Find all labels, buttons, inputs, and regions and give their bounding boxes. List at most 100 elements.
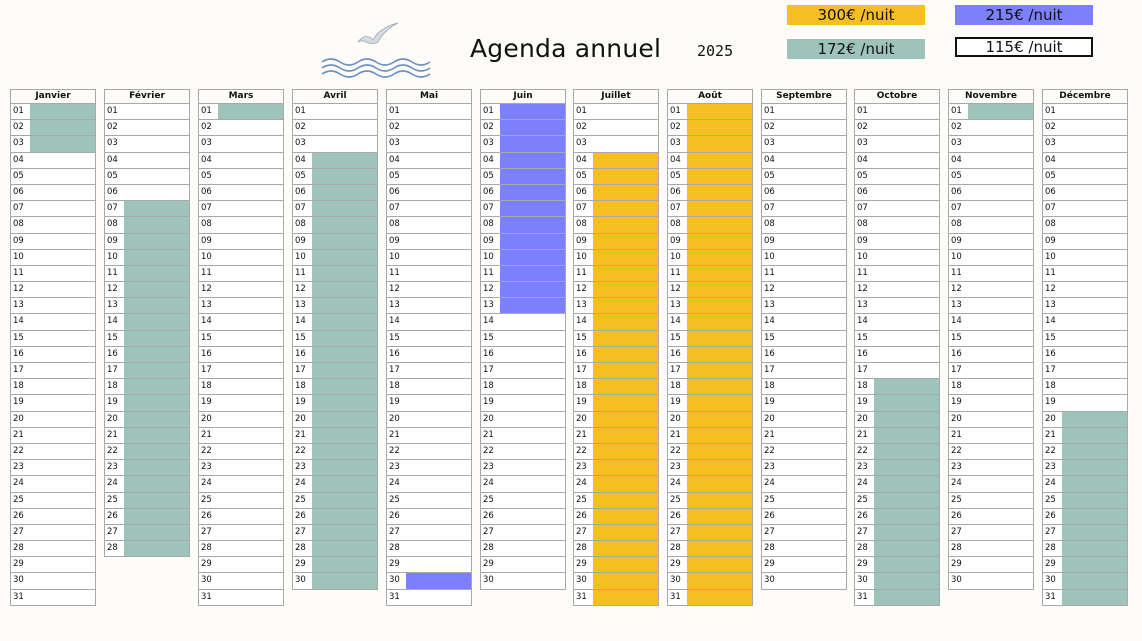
- day-row[interactable]: 12: [480, 282, 566, 299]
- day-rate-cell[interactable]: [30, 590, 95, 605]
- day-rate-cell[interactable]: [687, 233, 752, 249]
- day-row[interactable]: 10: [480, 249, 566, 266]
- day-row[interactable]: 05: [292, 168, 378, 185]
- day-rate-cell[interactable]: [124, 120, 189, 135]
- day-rate-cell[interactable]: [1062, 443, 1127, 460]
- day-row[interactable]: 28: [104, 541, 190, 558]
- day-row[interactable]: 23: [948, 460, 1034, 477]
- day-rate-cell[interactable]: [218, 185, 283, 200]
- day-rate-cell[interactable]: [406, 331, 471, 346]
- day-row[interactable]: 15: [292, 330, 378, 347]
- day-row[interactable]: 04: [854, 152, 940, 169]
- day-rate-cell[interactable]: [500, 265, 565, 282]
- day-row[interactable]: 05: [198, 168, 284, 185]
- day-row[interactable]: 02: [386, 120, 472, 137]
- day-rate-cell[interactable]: [124, 395, 189, 411]
- day-row[interactable]: 08: [948, 217, 1034, 234]
- day-row[interactable]: 04: [1042, 152, 1128, 169]
- day-rate-cell[interactable]: [124, 330, 189, 346]
- day-rate-cell[interactable]: [687, 330, 752, 346]
- day-rate-cell[interactable]: [500, 152, 565, 168]
- day-rate-cell[interactable]: [312, 346, 377, 362]
- day-rate-cell[interactable]: [406, 169, 471, 184]
- day-rate-cell[interactable]: [30, 169, 95, 184]
- day-row[interactable]: 31: [1042, 589, 1128, 606]
- day-row[interactable]: 21: [386, 427, 472, 444]
- day-rate-cell[interactable]: [874, 443, 939, 460]
- day-row[interactable]: 17: [386, 363, 472, 380]
- day-row[interactable]: 04: [480, 152, 566, 169]
- day-rate-cell[interactable]: [406, 347, 471, 362]
- day-row[interactable]: 08: [104, 217, 190, 234]
- day-rate-cell[interactable]: [406, 282, 471, 297]
- day-rate-cell[interactable]: [124, 104, 189, 119]
- day-row[interactable]: 09: [480, 233, 566, 250]
- day-rate-cell[interactable]: [500, 282, 565, 298]
- day-row[interactable]: 27: [292, 524, 378, 542]
- day-rate-cell[interactable]: [218, 525, 283, 540]
- day-row[interactable]: 15: [104, 330, 190, 347]
- day-row[interactable]: 23: [198, 460, 284, 477]
- day-row[interactable]: 11: [198, 265, 284, 283]
- day-rate-cell[interactable]: [687, 492, 752, 508]
- day-rate-cell[interactable]: [781, 541, 846, 556]
- day-row[interactable]: 17: [480, 363, 566, 380]
- day-rate-cell[interactable]: [218, 347, 283, 362]
- day-rate-cell[interactable]: [968, 493, 1033, 508]
- day-rate-cell[interactable]: [312, 395, 377, 411]
- day-rate-cell[interactable]: [968, 136, 1033, 151]
- day-rate-cell[interactable]: [500, 557, 565, 572]
- day-rate-cell[interactable]: [968, 573, 1033, 588]
- day-rate-cell[interactable]: [593, 314, 658, 330]
- day-rate-cell[interactable]: [124, 379, 189, 395]
- day-row[interactable]: 18: [573, 379, 659, 396]
- day-row[interactable]: 18: [1042, 379, 1128, 396]
- day-row[interactable]: 27: [667, 524, 753, 542]
- day-row[interactable]: 12: [292, 282, 378, 299]
- day-row[interactable]: 02: [292, 120, 378, 137]
- day-rate-cell[interactable]: [218, 509, 283, 524]
- day-row[interactable]: 04: [573, 152, 659, 169]
- day-rate-cell[interactable]: [593, 330, 658, 346]
- day-row[interactable]: 04: [292, 152, 378, 169]
- day-row[interactable]: 13: [854, 298, 940, 315]
- day-row[interactable]: 21: [761, 427, 847, 444]
- day-rate-cell[interactable]: [687, 508, 752, 524]
- day-row[interactable]: 31: [10, 589, 96, 606]
- day-rate-cell[interactable]: [500, 363, 565, 378]
- day-row[interactable]: 04: [948, 152, 1034, 169]
- day-rate-cell[interactable]: [781, 331, 846, 346]
- day-row[interactable]: 09: [948, 233, 1034, 250]
- day-row[interactable]: 16: [573, 346, 659, 363]
- day-rate-cell[interactable]: [781, 573, 846, 588]
- day-rate-cell[interactable]: [968, 282, 1033, 297]
- day-rate-cell[interactable]: [30, 234, 95, 249]
- day-rate-cell[interactable]: [874, 282, 939, 297]
- day-row[interactable]: 09: [386, 233, 472, 250]
- day-rate-cell[interactable]: [406, 250, 471, 265]
- day-row[interactable]: 21: [104, 427, 190, 444]
- day-rate-cell[interactable]: [406, 444, 471, 459]
- day-row[interactable]: 05: [854, 168, 940, 185]
- day-rate-cell[interactable]: [1062, 169, 1127, 184]
- day-row[interactable]: 23: [104, 460, 190, 477]
- day-rate-cell[interactable]: [781, 169, 846, 184]
- day-rate-cell[interactable]: [406, 363, 471, 378]
- day-rate-cell[interactable]: [500, 493, 565, 508]
- day-rate-cell[interactable]: [1062, 589, 1127, 605]
- day-row[interactable]: 29: [573, 557, 659, 574]
- day-row[interactable]: 28: [292, 541, 378, 558]
- day-rate-cell[interactable]: [30, 282, 95, 297]
- day-row[interactable]: 07: [198, 201, 284, 218]
- day-row[interactable]: 05: [104, 168, 190, 185]
- day-row[interactable]: 25: [761, 492, 847, 509]
- day-rate-cell[interactable]: [874, 557, 939, 573]
- day-row[interactable]: 25: [480, 492, 566, 509]
- day-row[interactable]: 25: [386, 492, 472, 509]
- day-rate-cell[interactable]: [500, 201, 565, 217]
- day-rate-cell[interactable]: [312, 427, 377, 443]
- day-row[interactable]: 27: [854, 524, 940, 542]
- day-rate-cell[interactable]: [406, 395, 471, 410]
- day-row[interactable]: 10: [761, 249, 847, 266]
- day-row[interactable]: 15: [761, 330, 847, 347]
